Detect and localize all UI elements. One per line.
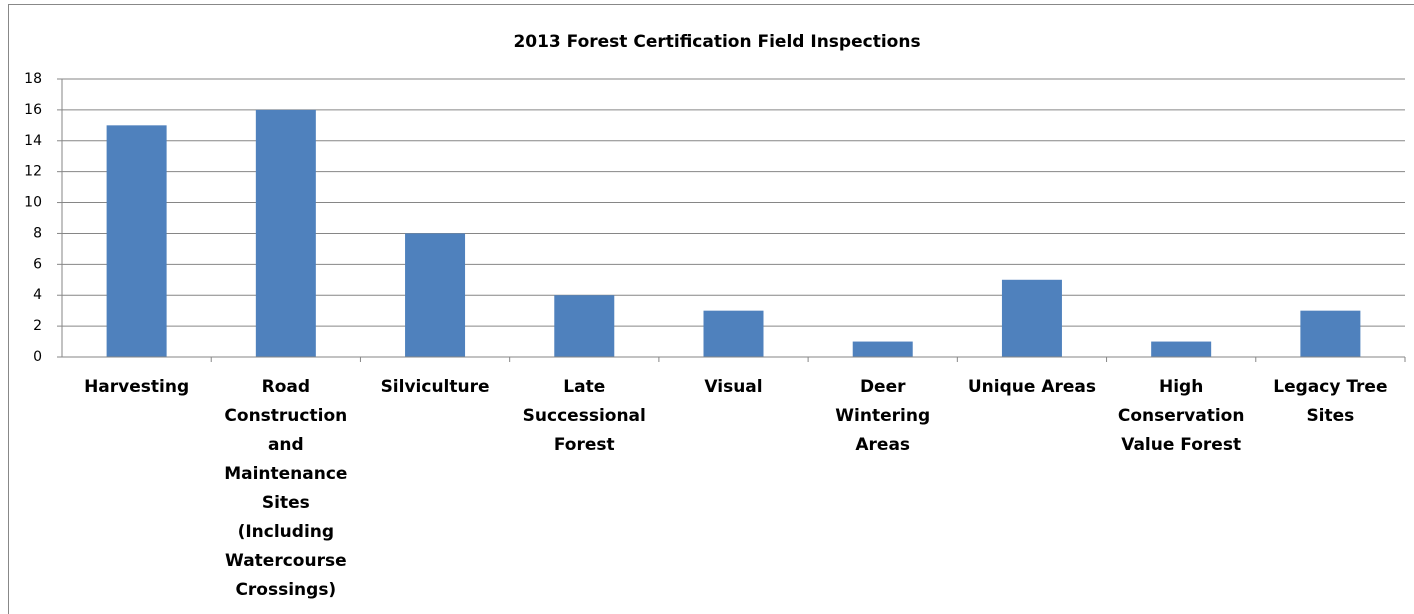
y-tick-label: 18 xyxy=(24,71,42,87)
x-tick-label: Silviculture xyxy=(380,377,490,397)
y-tick-label: 6 xyxy=(33,256,42,272)
bar xyxy=(1001,279,1062,357)
bar xyxy=(703,310,764,357)
y-tick-label: 14 xyxy=(24,133,42,149)
y-tick-label: 4 xyxy=(33,287,42,303)
chart-border xyxy=(8,4,1414,614)
y-tick-label: 16 xyxy=(24,102,42,118)
x-tick-label: Unique Areas xyxy=(967,377,1096,397)
x-tick-label: Road Construction and Maintenance Sites … xyxy=(224,377,348,600)
x-tick-label: Deer Wintering Areas xyxy=(835,377,931,455)
chart-title: 2013 Forest Certification Field Inspecti… xyxy=(513,32,920,52)
x-tick-label: High Conservation Value Forest xyxy=(1117,377,1245,455)
y-tick-label: 10 xyxy=(24,195,42,211)
y-tick-label: 0 xyxy=(33,349,42,365)
y-tick-label: 2 xyxy=(33,318,42,334)
bar xyxy=(1151,341,1212,357)
bar xyxy=(255,109,316,357)
bar xyxy=(852,341,913,357)
bar xyxy=(554,295,615,357)
y-tick-label: 8 xyxy=(33,225,42,241)
x-tick-label: Legacy Tree Sites xyxy=(1273,377,1388,426)
bar xyxy=(1300,310,1361,357)
x-tick-label: Harvesting xyxy=(84,377,190,397)
y-tick-label: 12 xyxy=(24,164,42,180)
bar xyxy=(405,233,466,357)
bar xyxy=(106,125,167,357)
x-tick-label: Late Successional Forest xyxy=(522,377,646,455)
x-tick-label: Visual xyxy=(704,377,763,397)
